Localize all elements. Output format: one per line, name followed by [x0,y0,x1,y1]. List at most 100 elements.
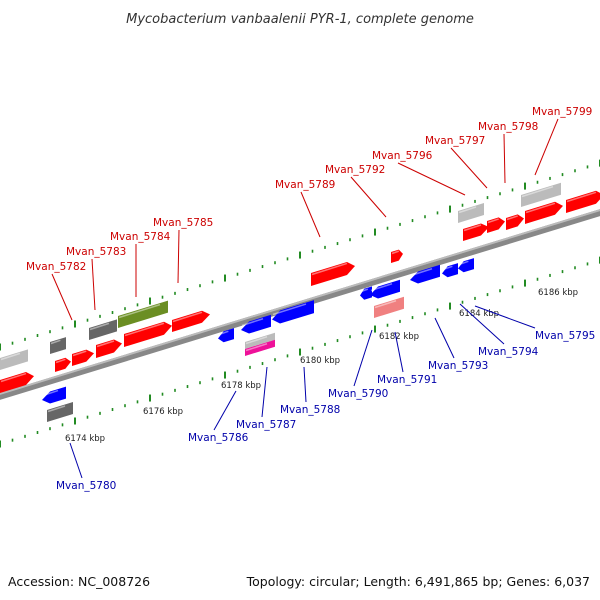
gene-feature [525,201,563,224]
forward-leader-line [397,162,466,196]
gene-feature [50,337,66,354]
gene-feature [442,263,458,278]
gene-feature-shine [0,372,27,383]
gene-feature [566,190,600,213]
gene-feature-shine [370,283,393,292]
gene-feature [311,261,355,286]
scale-label: 6180 kbp [300,356,340,366]
forward-gene-label: Mvan_5785 [153,217,213,229]
reverse-gene-label: Mvan_5791 [377,374,437,386]
gene-feature [47,402,73,422]
reverse-leader-line [261,366,268,418]
forward-leader-line [503,133,506,184]
scale-label: 6174 kbp [65,434,105,444]
gene-feature [42,386,66,404]
gene-feature-shine [96,340,115,348]
gene-feature [370,279,400,299]
lower-tick-track [0,256,600,448]
gene-feature-shine [506,215,518,221]
gene-feature [89,319,117,340]
gene-feature-shine [55,358,66,364]
gene-feature [458,258,474,273]
gene-feature-shine [463,224,482,232]
reverse-leader-line [474,305,536,329]
gene-feature [0,349,28,370]
gene-feature-shine [50,339,61,345]
gene-feature [172,310,210,332]
scale-label: 6184 kbp [459,309,499,319]
gene-feature-shine [487,218,499,224]
forward-leader-line [51,273,73,321]
forward-leader-line [91,258,96,311]
accession-text: Accession: NC_008726 [8,574,150,589]
map-title: Mycobacterium vanbaalenii PYR-1, complet… [126,12,474,27]
reverse-gene-label: Mvan_5793 [428,360,488,372]
forward-leader-line [534,118,559,176]
gene-feature-shine [245,336,268,345]
gene-feature [245,339,275,356]
upper-tick-track [0,159,600,351]
reverse-gene-label: Mvan_5794 [478,346,539,358]
reverse-leader-line [303,366,307,403]
gene-feature-shine [410,268,433,277]
forward-gene-label: Mvan_5782 [26,261,86,273]
gene-feature-shine [391,250,400,255]
gene-feature-shine [374,300,397,309]
backbone-highlight [0,209,600,395]
forward-leader-line [450,147,488,189]
gene-feature-shine [124,322,165,337]
gene-feature-shine [360,288,369,293]
reverse-gene-label: Mvan_5780 [56,480,116,492]
gene-feature-shine [521,185,554,198]
gene-feature-shine [118,303,161,319]
reverse-gene-label: Mvan_5787 [236,419,296,431]
gene-feature-shine [241,318,264,327]
reverse-leader-line [434,317,455,359]
gene-feature-shine [218,330,229,336]
gene-feature-shine [172,311,203,323]
gene-feature [124,321,172,347]
gene-feature [245,332,275,349]
forward-gene-label: Mvan_5799 [532,106,592,118]
reverse-gene-label: Mvan_5788 [280,404,340,416]
scale-label: 6182 kbp [379,332,419,342]
gene-feature [391,249,403,263]
gene-features [0,182,600,422]
gene-feature-shine [47,405,66,413]
gene-feature [487,217,505,233]
gene-feature-shine [311,262,348,276]
forward-gene-label: Mvan_5798 [478,121,538,133]
gene-feature [410,264,440,284]
gene-feature [458,203,484,223]
gene-feature [463,223,489,241]
gene-feature [506,214,524,230]
gene-feature-shine [566,191,597,203]
gene-feature-shine [525,202,556,214]
gene-feature-shine [272,303,307,316]
gene-feature [272,300,314,324]
gene-feature-shine [89,322,110,331]
forward-leader-line [350,176,387,218]
genome-summary-text: Topology: circular; Length: 6,491,865 bp… [246,574,590,589]
reverse-leader-line [353,329,373,387]
reverse-leader-line [394,331,404,373]
gene-feature-shine [245,343,268,352]
gene-feature-shine [0,352,21,361]
scale-labels: 6174 kbp 6176 kbp 6178 kbp 6180 kbp 6182 kbp… [65,288,578,444]
gene-feature [360,286,372,300]
forward-leader-line [177,229,180,284]
forward-gene-label: Mvan_5789 [275,179,335,191]
gene-feature [55,357,71,372]
gene-feature [521,182,561,207]
gene-feature [72,349,94,366]
gene-feature-shine [458,206,477,214]
forward-gene-label: Mvan_5783 [66,246,126,258]
reverse-gene-label: Mvan_5786 [188,432,249,444]
forward-leader-line [300,191,321,238]
reverse-gene-label: Mvan_5790 [328,388,388,400]
forward-gene-label: Mvan_5797 [425,135,485,147]
gene-feature-shine [72,350,87,357]
gene-feature [0,372,34,393]
